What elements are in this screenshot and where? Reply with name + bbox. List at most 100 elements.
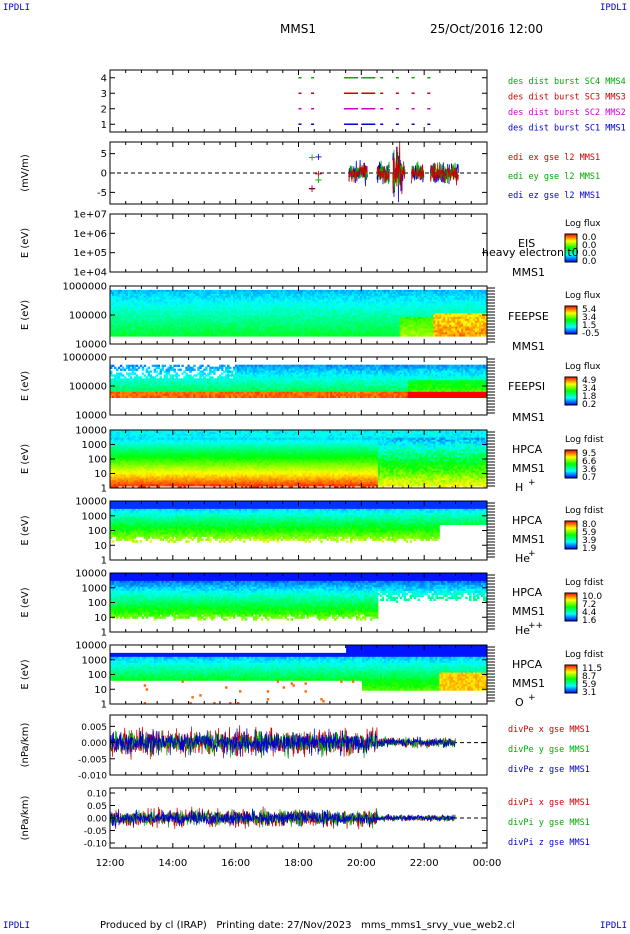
- spectrogram-cell: [419, 326, 422, 329]
- spectrogram-cell: [441, 313, 444, 316]
- spectrogram-cell: [362, 320, 365, 324]
- spectrogram-cell: [145, 299, 149, 302]
- spectrogram-cell: [110, 334, 113, 337]
- spectrogram-cell: [221, 324, 224, 327]
- spectrogram-cell: [453, 307, 456, 310]
- spectrogram-cell: [397, 297, 401, 300]
- spectrogram-cell: [356, 303, 359, 306]
- spectrogram-cell: [203, 301, 206, 304]
- spectrogram-cell: [453, 297, 456, 300]
- spectrogram-cell: [393, 320, 397, 324]
- spectrogram-cell: [225, 328, 228, 331]
- spectrogram-cell: [348, 301, 351, 304]
- spectrogram-cell: [314, 324, 317, 327]
- spectrogram-cell: [278, 318, 282, 322]
- spectrogram-cell: [294, 301, 297, 304]
- spectrogram-cell: [231, 289, 234, 293]
- spectrogram-cell: [145, 291, 149, 295]
- spectrogram-cell: [225, 291, 228, 295]
- spectrogram-cell: [447, 320, 450, 324]
- spectrogram-cell: [286, 326, 289, 329]
- spectrogram-cell: [258, 293, 262, 296]
- spectrogram-cell: [326, 315, 329, 318]
- spectrogram-cell: [209, 332, 212, 335]
- spectrogram-cell: [399, 307, 403, 310]
- spectrogram-cell: [137, 366, 141, 369]
- spectrogram-cell: [110, 311, 113, 314]
- spectrogram-cell: [112, 291, 115, 295]
- spectrogram-cell: [147, 311, 151, 314]
- spectrogram-cell: [231, 322, 234, 325]
- spectrogram-cell: [387, 299, 391, 302]
- spectrogram-cell: [373, 309, 377, 312]
- spectrogram-cell: [405, 315, 408, 318]
- spectrogram-cell: [179, 328, 182, 331]
- spectrogram-cell: [229, 322, 232, 325]
- spectrogram-cell: [403, 328, 407, 331]
- spectrogram-cell: [143, 324, 147, 327]
- spectrogram-cell: [185, 305, 188, 308]
- spectrogram-cell: [348, 332, 351, 335]
- spectrogram-cell: [338, 315, 341, 318]
- spectrogram-cell: [282, 297, 285, 300]
- spectrogram-cell: [421, 301, 424, 304]
- spectrogram-cell: [272, 318, 276, 322]
- spectrogram-cell: [167, 334, 170, 337]
- spectrogram-cell: [366, 334, 369, 337]
- spectrogram-cell: [306, 305, 309, 308]
- spectrogram-cell: [221, 330, 224, 333]
- spectrogram-cell: [129, 332, 133, 335]
- spectrogram-cell: [308, 303, 311, 306]
- spectrogram-cell: [195, 311, 198, 314]
- spectrogram-cell: [320, 324, 323, 327]
- spectrogram-cell: [193, 320, 196, 324]
- spectrogram-cell: [239, 322, 242, 325]
- spectrogram-cell: [455, 307, 458, 310]
- spectrogram-cell: [445, 301, 448, 304]
- spectrogram-cell: [320, 322, 323, 325]
- spectrogram-cell: [439, 293, 442, 296]
- spectrogram-cell: [268, 322, 272, 325]
- spectrogram-cell: [231, 334, 234, 337]
- spectrogram-cell: [217, 318, 220, 322]
- spectrogram-cell: [215, 324, 218, 327]
- spectrogram-cell: [421, 328, 424, 331]
- spectrogram-cell: [209, 320, 212, 324]
- spectrogram-cell: [207, 322, 210, 325]
- spectrogram-cell: [205, 326, 208, 329]
- spectrogram-cell: [451, 326, 454, 329]
- spectrogram-cell: [387, 311, 391, 314]
- spectrogram-cell: [316, 307, 319, 310]
- spectrogram-cell: [340, 320, 343, 324]
- spectrogram-cell: [119, 328, 123, 331]
- spectrogram-cell: [193, 291, 196, 295]
- spectrogram-cell: [235, 305, 238, 308]
- spectrogram-cell: [197, 297, 200, 300]
- spectrogram-cell: [397, 328, 401, 331]
- spectrogram-cell: [366, 309, 369, 312]
- spectrogram-cell: [447, 318, 450, 322]
- spectrogram-cell: [254, 328, 258, 331]
- spectrogram-cell: [262, 320, 266, 324]
- spectrogram-cell: [181, 316, 184, 320]
- spectrogram-cell: [330, 318, 333, 322]
- spectrogram-cell: [133, 316, 137, 320]
- spectrogram-cell: [203, 332, 206, 335]
- spectrogram-cell: [431, 315, 434, 318]
- spectrogram-cell: [348, 313, 351, 316]
- spectrogram-cell: [137, 297, 141, 300]
- spectrogram-cell: [324, 316, 327, 320]
- spectrogram-cell: [213, 316, 216, 320]
- spectrogram-cell: [139, 334, 143, 337]
- spectrogram-cell: [298, 315, 301, 318]
- spectrogram-cell: [314, 291, 317, 295]
- spectrogram-cell: [391, 318, 395, 322]
- spectrogram-cell: [191, 293, 194, 296]
- spectrogram-cell: [119, 332, 123, 335]
- spectrogram-cell: [312, 313, 315, 316]
- spectrogram-cell: [171, 326, 174, 329]
- spectrogram-cell: [187, 289, 190, 293]
- spectrogram-cell: [322, 328, 325, 331]
- spectrogram-cell: [137, 316, 141, 320]
- spectrogram-cell: [139, 316, 143, 320]
